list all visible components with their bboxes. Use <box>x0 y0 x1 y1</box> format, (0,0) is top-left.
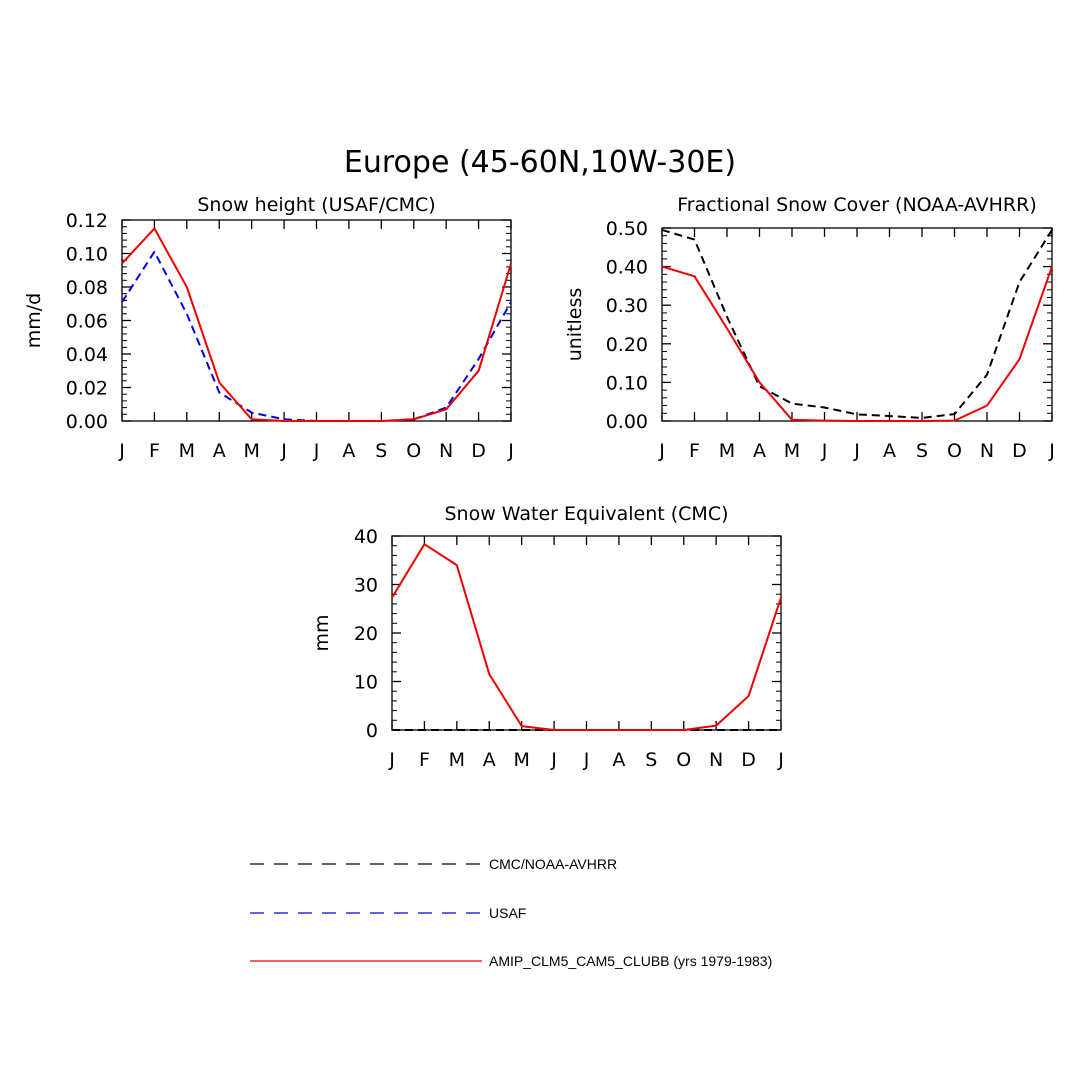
y-tick-label: 0.20 <box>606 334 648 356</box>
y-tick-label: 0.30 <box>606 295 648 317</box>
x-tick-label: M <box>719 440 735 462</box>
x-tick-label: S <box>375 440 387 462</box>
fractional-snow-cover-panel: Fractional Snow Cover (NOAA-AVHRR)J F M A M J… <box>564 194 1055 462</box>
x-tick-label: J <box>280 440 287 462</box>
x-tick-label: J <box>507 440 514 462</box>
x-tick-label: J <box>821 440 828 462</box>
y-tick-label: 10 <box>354 672 378 694</box>
x-tick-label: A <box>213 440 226 462</box>
x-tick-label: J <box>118 440 125 462</box>
series-line-cmc-noaa-avhrr <box>661 228 1053 419</box>
y-tick-label: 30 <box>354 575 378 597</box>
panel-title: Snow height (USAF/CMC) <box>197 194 435 216</box>
x-tick-label: N <box>980 440 994 462</box>
legend-label-amip-clm5-cam5-clubb: AMIP_CLM5_CAM5_CLUBB (yrs 1979-1983) <box>489 953 772 969</box>
y-tick-label: 0.50 <box>606 218 648 240</box>
y-tick-label: 0.00 <box>66 411 108 433</box>
x-tick-label: A <box>753 440 766 462</box>
series-line-amip-clm5-cam5-clubb-yrs-1979-1983 <box>391 543 782 731</box>
x-tick-label: J <box>313 440 320 462</box>
y-tick-label: 0.08 <box>66 277 108 299</box>
legend: CMC/NOAA-AVHRR USAF AMIP_CLM5_CAM5_CLUBB… <box>250 856 772 969</box>
y-tick-label: 20 <box>354 623 378 645</box>
x-tick-label: O <box>947 440 962 462</box>
y-tick-label: 0.10 <box>606 372 648 394</box>
y-tick-label: 40 <box>354 526 378 548</box>
panel-title: Fractional Snow Cover (NOAA-AVHRR) <box>677 194 1036 216</box>
x-tick-label: M <box>784 440 800 462</box>
x-tick-label: M <box>243 440 259 462</box>
series-line-amip-clm5-cam5-clubb-yrs-1979-1983 <box>121 227 512 422</box>
x-tick-label: D <box>741 749 756 771</box>
x-tick-label: S <box>645 749 657 771</box>
x-tick-label: J <box>1048 440 1055 462</box>
x-tick-label: A <box>612 749 625 771</box>
legend-label-cmc-noaa-avhrr: CMC/NOAA-AVHRR <box>489 856 617 872</box>
series-line-amip-clm5-cam5-clubb-yrs-1979-1983 <box>661 265 1053 422</box>
x-tick-label: M <box>449 749 465 771</box>
y-tick-label: 0.10 <box>66 244 108 266</box>
x-tick-label: F <box>419 749 430 771</box>
y-axis-label: unitless <box>564 288 586 362</box>
x-tick-label: N <box>439 440 453 462</box>
y-tick-label: 0.06 <box>66 311 108 333</box>
x-tick-label: M <box>513 749 529 771</box>
y-axis-label: mm <box>311 614 333 651</box>
x-tick-label: N <box>709 749 723 771</box>
x-tick-label: F <box>149 440 160 462</box>
x-tick-label: J <box>583 749 590 771</box>
x-tick-label: A <box>483 749 496 771</box>
x-tick-label: A <box>342 440 355 462</box>
x-tick-label: F <box>689 440 700 462</box>
y-tick-label: 0 <box>366 720 378 742</box>
x-tick-label: D <box>1012 440 1027 462</box>
y-axis-label: mm/d <box>23 293 45 348</box>
x-tick-label: O <box>676 749 691 771</box>
y-tick-label: 0.02 <box>66 378 108 400</box>
snow-height-panel: Snow height (USAF/CMC)J F M A M J J A S O N D J0.000… <box>23 194 514 462</box>
y-tick-label: 0.40 <box>606 257 648 279</box>
x-tick-label: D <box>471 440 486 462</box>
x-tick-label: J <box>777 749 784 771</box>
x-tick-label: S <box>916 440 928 462</box>
x-tick-label: A <box>883 440 896 462</box>
x-tick-label: J <box>658 440 665 462</box>
x-tick-label: J <box>388 749 395 771</box>
legend-label-usaf: USAF <box>489 905 526 921</box>
x-tick-label: M <box>179 440 195 462</box>
x-tick-label: J <box>550 749 557 771</box>
snow-water-equivalent-panel: Snow Water Equivalent (CMC)J F M A M J J A S O N D J… <box>311 503 784 771</box>
figure-title: Europe (45-60N,10W-30E) <box>344 145 736 180</box>
x-tick-label: O <box>406 440 421 462</box>
panel-title: Snow Water Equivalent (CMC) <box>444 503 728 525</box>
y-tick-label: 0.12 <box>66 210 108 232</box>
y-tick-label: 0.00 <box>606 411 648 433</box>
y-tick-label: 0.04 <box>66 344 108 366</box>
x-tick-label: J <box>853 440 860 462</box>
